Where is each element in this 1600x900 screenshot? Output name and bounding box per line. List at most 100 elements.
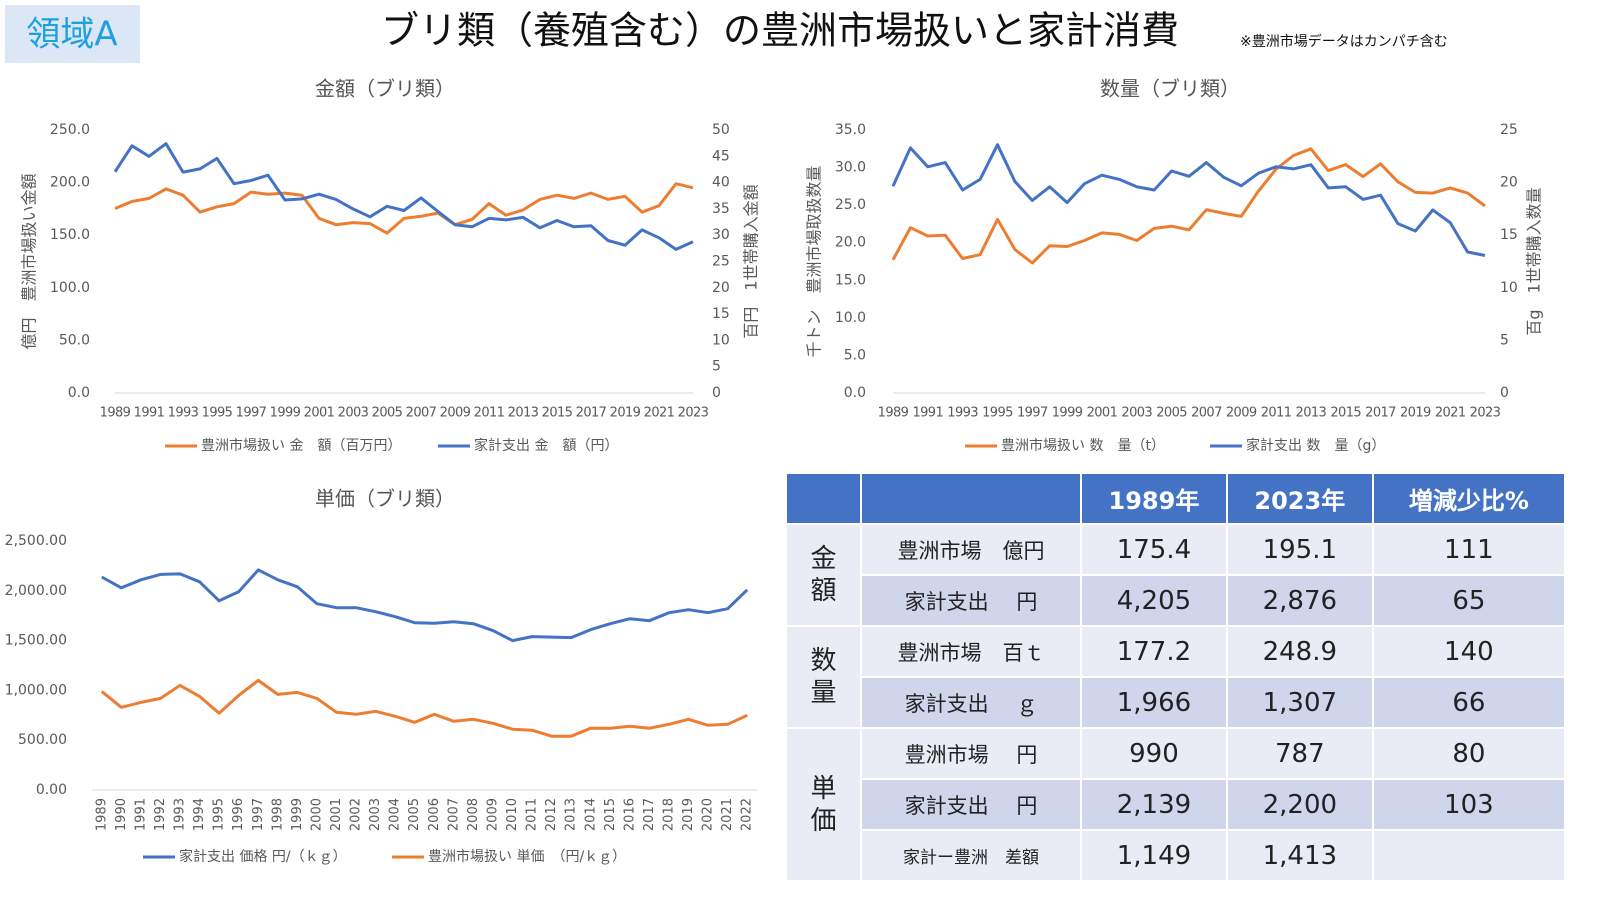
x-tick-label: 1997 bbox=[251, 798, 266, 831]
group-text: 金額 bbox=[810, 544, 837, 606]
y2-tick-label: 5 bbox=[712, 359, 721, 375]
y2-tick-label: 0 bbox=[712, 385, 721, 401]
x-tick-label: 2013 bbox=[508, 406, 539, 421]
x-tick-label: 1994 bbox=[192, 798, 207, 831]
chart-title: 数量（ブリ類） bbox=[1100, 77, 1240, 101]
x-tick-label: 1997 bbox=[236, 406, 267, 421]
series-line bbox=[891, 147, 1486, 265]
x-tick-label: 2019 bbox=[1400, 406, 1431, 421]
note: ※豊洲市場データはカンパチ含む bbox=[1240, 33, 1448, 50]
chart-title: 金額（ブリ類） bbox=[315, 77, 455, 101]
series-line bbox=[113, 142, 694, 251]
cell: 65 bbox=[1373, 576, 1564, 625]
y-tick-label: 2,000.00 bbox=[5, 583, 67, 599]
x-tick-label: 1993 bbox=[947, 406, 978, 421]
cell bbox=[1373, 831, 1564, 880]
x-tick-label: 1999 bbox=[290, 798, 305, 831]
group-text: 単価 bbox=[810, 773, 837, 836]
x-tick-label: 2004 bbox=[388, 798, 403, 831]
x-tick-label: 2011 bbox=[525, 798, 540, 831]
legend-label: 家計支出 数 量（g） bbox=[1246, 437, 1385, 454]
cell: 175.4 bbox=[1082, 525, 1226, 574]
x-tick-label: 2017 bbox=[576, 406, 607, 421]
table-row: 家計支出 円 2,139 2,200 103 bbox=[787, 780, 1564, 829]
y2-tick-label: 30 bbox=[712, 227, 730, 243]
x-tick-label: 2001 bbox=[329, 798, 344, 831]
x-tick-label: 2002 bbox=[349, 798, 364, 831]
x-tick-label: 2021 bbox=[644, 406, 675, 421]
cell: 66 bbox=[1373, 678, 1564, 727]
x-tick-label: 2017 bbox=[1365, 406, 1396, 421]
x-tick-label: 2015 bbox=[603, 798, 618, 831]
cell: 140 bbox=[1373, 627, 1564, 676]
cell: 111 bbox=[1373, 525, 1564, 574]
cell: 1,413 bbox=[1227, 831, 1372, 880]
cell: 1,966 bbox=[1082, 678, 1226, 727]
x-tick-label: 2021 bbox=[720, 798, 735, 831]
y2-tick-label: 5 bbox=[1500, 332, 1509, 348]
x-tick-label: 1991 bbox=[912, 406, 943, 421]
x-tick-label: 2019 bbox=[681, 798, 696, 831]
x-tick-label: 2007 bbox=[406, 406, 437, 421]
y-tick-label: 0.00 bbox=[36, 782, 67, 798]
x-tick-label: 2009 bbox=[1226, 406, 1257, 421]
row-label: 豊洲市場 億円 bbox=[862, 525, 1080, 574]
x-tick-label: 1999 bbox=[270, 406, 301, 421]
y-tick-label: 500.00 bbox=[18, 732, 67, 748]
header-cell bbox=[787, 474, 860, 523]
y2-tick-label: 25 bbox=[1500, 122, 1518, 138]
x-tick-label: 2011 bbox=[474, 406, 505, 421]
tag-box bbox=[5, 5, 140, 63]
x-tick-label: 2010 bbox=[505, 798, 520, 831]
x-tick-label: 2016 bbox=[622, 798, 637, 831]
y2-tick-label: 35 bbox=[712, 201, 730, 217]
x-tick-label: 2001 bbox=[304, 406, 335, 421]
x-tick-label: 2023 bbox=[678, 406, 709, 421]
column-header: 1989年 bbox=[1082, 474, 1226, 523]
group-label: 数量 bbox=[787, 627, 860, 727]
group-label: 単価 bbox=[787, 729, 860, 880]
y-tick-label: 2,500.00 bbox=[5, 533, 67, 549]
x-tick-label: 2018 bbox=[661, 798, 676, 831]
y2-tick-label: 10 bbox=[712, 332, 730, 348]
row-label: 家計支出 円 bbox=[862, 780, 1080, 829]
row-label: 豊洲市場 百ｔ bbox=[862, 627, 1080, 676]
y-tick-label: 20.0 bbox=[835, 235, 866, 251]
y-tick-label: 0.0 bbox=[844, 385, 866, 401]
row-label: 家計ー豊洲 差額 bbox=[862, 831, 1080, 880]
legend-label: 家計支出 価格 円/（ｋｇ） bbox=[179, 848, 347, 865]
cell: 103 bbox=[1373, 780, 1564, 829]
x-tick-label: 1989 bbox=[878, 406, 909, 421]
y-tick-label: 250.0 bbox=[50, 122, 90, 138]
y-tick-label: 100.0 bbox=[50, 280, 90, 296]
y-tick-label: 200.0 bbox=[50, 175, 90, 191]
column-header: 増減少比% bbox=[1373, 474, 1564, 523]
y2-tick-label: 15 bbox=[712, 306, 730, 322]
x-tick-label: 1990 bbox=[114, 798, 129, 831]
x-tick-label: 2003 bbox=[338, 406, 369, 421]
header-cell bbox=[862, 474, 1080, 523]
x-tick-label: 1995 bbox=[202, 406, 233, 421]
cell: 2,139 bbox=[1082, 780, 1226, 829]
table-row: 数量 豊洲市場 百ｔ 177.2 248.9 140 bbox=[787, 627, 1564, 727]
table-row: 家計ー豊洲 差額 1,149 1,413 bbox=[787, 831, 1564, 880]
y2-tick-label: 20 bbox=[1500, 175, 1518, 191]
cell: 177.2 bbox=[1082, 627, 1226, 676]
summary-table: 1989年 2023年 増減少比% 金額 豊洲市場 億円 175.4 195.1 111 家計支… bbox=[785, 472, 1566, 882]
legend-label: 豊洲市場扱い 数 量（t） bbox=[1001, 437, 1165, 454]
y2-tick-label: 50 bbox=[712, 122, 730, 138]
x-tick-label: 2008 bbox=[466, 798, 481, 831]
y-axis-title: 千トン 豊洲市場取扱数量 bbox=[805, 165, 824, 357]
x-tick-label: 2005 bbox=[407, 798, 422, 831]
cell: 787 bbox=[1227, 729, 1372, 778]
y2-tick-label: 10 bbox=[1500, 280, 1518, 296]
legend-label: 豊洲市場扱い 単価 （円/ｋｇ） bbox=[428, 848, 626, 865]
x-tick-label: 2001 bbox=[1087, 406, 1118, 421]
y2-tick-label: 25 bbox=[712, 254, 730, 270]
series-line bbox=[101, 568, 749, 643]
y2-tick-label: 0 bbox=[1500, 385, 1509, 401]
y2-tick-label: 45 bbox=[712, 148, 730, 164]
y2-tick-label: 20 bbox=[712, 280, 730, 296]
table-row: 金額 豊洲市場 億円 175.4 195.1 111 bbox=[787, 525, 1564, 625]
